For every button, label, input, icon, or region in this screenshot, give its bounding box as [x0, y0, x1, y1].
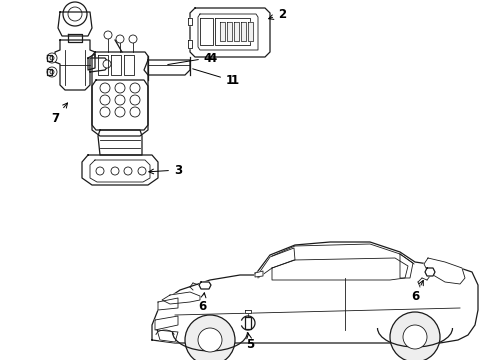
Circle shape — [130, 83, 140, 93]
Circle shape — [116, 35, 124, 43]
Circle shape — [185, 315, 235, 360]
Polygon shape — [47, 69, 52, 75]
Polygon shape — [272, 258, 408, 280]
Polygon shape — [227, 22, 232, 41]
Circle shape — [104, 31, 112, 39]
Circle shape — [130, 107, 140, 117]
Polygon shape — [68, 34, 82, 42]
Circle shape — [47, 67, 57, 77]
Polygon shape — [257, 248, 295, 278]
Polygon shape — [245, 317, 251, 329]
Polygon shape — [98, 130, 142, 155]
Circle shape — [111, 167, 119, 175]
Polygon shape — [82, 155, 158, 185]
Polygon shape — [220, 22, 225, 41]
Text: 3: 3 — [149, 163, 182, 176]
Polygon shape — [162, 292, 200, 304]
Polygon shape — [144, 60, 190, 75]
Circle shape — [63, 2, 87, 26]
Text: 2: 2 — [269, 8, 286, 21]
Polygon shape — [190, 8, 270, 57]
Text: 4: 4 — [209, 51, 217, 64]
Text: 5: 5 — [246, 333, 254, 351]
Circle shape — [50, 70, 54, 74]
Text: 1: 1 — [193, 69, 234, 86]
Polygon shape — [198, 14, 258, 50]
Polygon shape — [188, 18, 192, 25]
Text: 7: 7 — [51, 103, 68, 125]
Circle shape — [129, 35, 137, 43]
Text: 4: 4 — [168, 51, 212, 64]
Polygon shape — [215, 18, 250, 45]
Circle shape — [115, 95, 125, 105]
Circle shape — [96, 167, 104, 175]
Polygon shape — [157, 330, 178, 342]
Polygon shape — [92, 52, 148, 136]
Polygon shape — [158, 298, 178, 310]
Polygon shape — [255, 271, 263, 277]
Circle shape — [47, 53, 57, 63]
Polygon shape — [98, 55, 108, 75]
Circle shape — [103, 60, 111, 68]
Polygon shape — [424, 258, 465, 284]
Polygon shape — [188, 40, 192, 48]
Polygon shape — [58, 12, 92, 36]
Circle shape — [138, 167, 146, 175]
Circle shape — [115, 83, 125, 93]
Circle shape — [403, 325, 427, 349]
Polygon shape — [90, 160, 150, 182]
Circle shape — [50, 56, 54, 60]
Polygon shape — [90, 58, 108, 72]
Circle shape — [390, 312, 440, 360]
Circle shape — [115, 107, 125, 117]
Circle shape — [100, 95, 110, 105]
Text: 6: 6 — [198, 293, 206, 314]
Polygon shape — [234, 22, 239, 41]
Text: 1: 1 — [231, 73, 239, 86]
Polygon shape — [245, 310, 251, 313]
Polygon shape — [200, 18, 213, 45]
Circle shape — [198, 328, 222, 352]
Circle shape — [124, 167, 132, 175]
Circle shape — [100, 107, 110, 117]
Polygon shape — [47, 55, 52, 61]
Polygon shape — [248, 22, 253, 41]
Polygon shape — [55, 40, 95, 90]
Circle shape — [68, 7, 82, 21]
Polygon shape — [155, 316, 178, 330]
Circle shape — [100, 83, 110, 93]
Text: 6: 6 — [411, 280, 423, 303]
Polygon shape — [425, 268, 435, 276]
Polygon shape — [199, 282, 211, 289]
Polygon shape — [124, 55, 134, 75]
Polygon shape — [92, 80, 148, 130]
Polygon shape — [241, 22, 246, 41]
Polygon shape — [152, 242, 478, 343]
Circle shape — [130, 95, 140, 105]
Polygon shape — [88, 54, 95, 70]
Polygon shape — [400, 254, 413, 278]
Polygon shape — [111, 55, 121, 75]
